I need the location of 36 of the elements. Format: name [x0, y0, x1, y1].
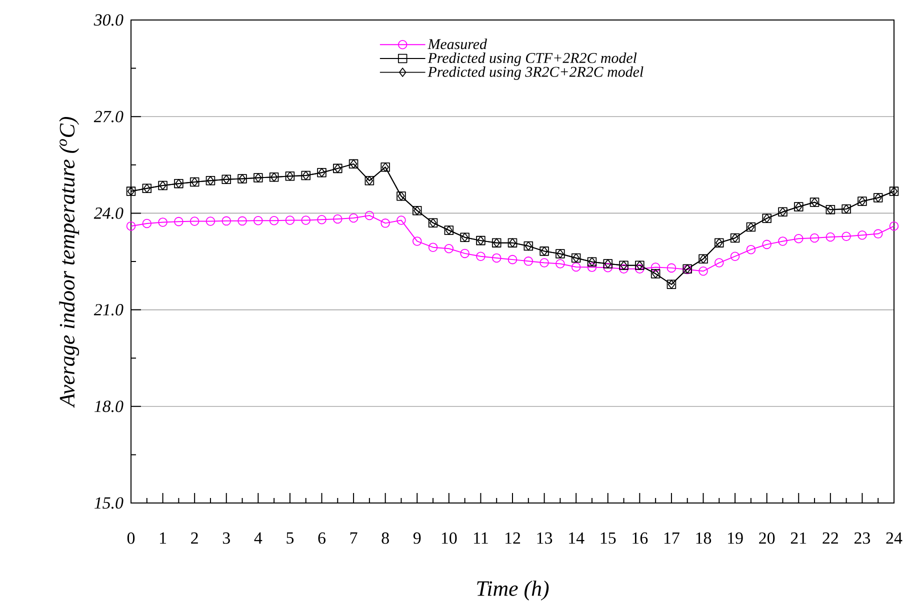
x-tick-label: 11 [474, 532, 488, 544]
x-tick-label: 23 [854, 532, 870, 544]
x-tick-label: 2 [191, 532, 198, 544]
legend-label: Predicted using 3R2C+2R2C model [428, 66, 644, 80]
y-tick-label: 15.0 [94, 497, 124, 509]
x-tick-label: 7 [350, 532, 358, 544]
x-tick-label: 17 [664, 532, 680, 544]
x-tick-label: 24 [886, 532, 902, 544]
x-axis-title: Time (h) [477, 580, 549, 600]
x-tick-label: 22 [822, 532, 838, 544]
x-tick-label: 4 [254, 532, 262, 544]
x-tick-label: 19 [728, 532, 743, 544]
x-tick-label: 16 [632, 532, 648, 544]
x-tick-label: 3 [222, 532, 230, 544]
x-tick-label: 1 [160, 532, 166, 544]
x-tick-label: 0 [127, 532, 135, 544]
x-tick-label: 8 [382, 532, 389, 544]
x-tick-label: 20 [759, 532, 775, 544]
x-tick-label: 14 [569, 532, 584, 544]
y-tick-label: 30.0 [94, 14, 124, 26]
y-axis-title: Average indoor temperature ($^{o}$C) [59, 116, 80, 408]
x-tick-label: 18 [696, 532, 712, 544]
x-tick-label: 21 [790, 532, 806, 544]
legend-label: Predicted using CTF+2R2C model [428, 52, 637, 66]
x-tick-label: 5 [286, 532, 294, 544]
y-tick-label: 24.0 [94, 207, 124, 219]
x-tick-label: 10 [442, 532, 457, 544]
y-tick-label: 18.0 [94, 400, 124, 412]
x-tick-label: 9 [413, 532, 421, 544]
x-tick-label: 12 [506, 532, 520, 544]
legend-label: Measured [428, 38, 488, 50]
y-tick-label: 21.0 [94, 304, 124, 316]
x-tick-label: 6 [318, 532, 326, 544]
x-tick-label: 13 [537, 532, 552, 544]
x-tick-label: 15 [600, 532, 616, 544]
y-tick-label: 27.0 [94, 110, 124, 122]
